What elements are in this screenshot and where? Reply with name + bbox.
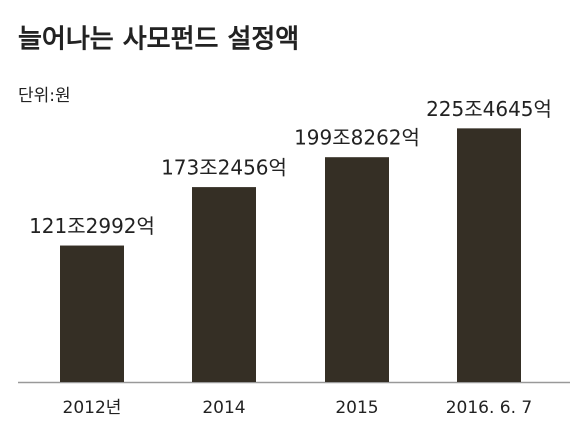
x-tick-label: 2016. 6. 7 xyxy=(446,398,533,418)
bar xyxy=(192,187,256,382)
unit-label: 단위:원 xyxy=(18,86,71,106)
value-label: 173조2456억 xyxy=(161,156,287,180)
x-tick-label: 2014 xyxy=(202,398,245,418)
chart-title: 늘어나는 사모펀드 설정액 xyxy=(18,25,299,55)
bar xyxy=(325,157,389,382)
bar xyxy=(60,245,124,382)
bar xyxy=(457,128,521,382)
value-label: 225조4645억 xyxy=(426,97,552,121)
value-label: 121조2992억 xyxy=(29,214,155,238)
x-tick-label: 2015 xyxy=(335,398,378,418)
value-label: 199조8262억 xyxy=(294,126,420,150)
x-tick-label: 2012년 xyxy=(63,398,122,418)
